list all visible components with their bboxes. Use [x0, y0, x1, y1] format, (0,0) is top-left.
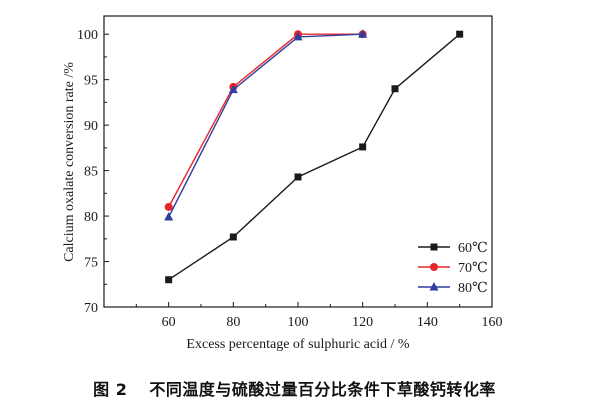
legend-entry-2: 70℃: [418, 261, 488, 276]
data-point: [229, 233, 237, 241]
data-point: [164, 202, 173, 211]
y-tick-label: 85: [84, 165, 98, 180]
figure-caption-text: 不同温度与硫酸过量百分比条件下草酸钙转化率: [149, 380, 496, 399]
data-point: [165, 276, 173, 284]
data-point: [228, 84, 238, 94]
chart-series-layer: [164, 29, 464, 284]
series-1: [165, 30, 464, 284]
figure-number: 图 2: [93, 380, 128, 399]
data-point: [164, 211, 174, 221]
series-line: [168, 33, 363, 218]
y-tick-label: 100: [77, 28, 98, 43]
x-axis-title: Excess percentage of sulphuric acid / %: [186, 337, 409, 352]
data-point: [293, 31, 303, 41]
x-tick-label: 120: [352, 315, 373, 330]
legend-label: 70℃: [458, 261, 488, 276]
y-tick-label: 70: [84, 301, 98, 316]
series-2: [164, 30, 367, 211]
series-3: [164, 29, 368, 221]
legend-entry-3: 80℃: [418, 281, 488, 296]
chart-legend: 60℃ 70℃ 80℃: [418, 241, 488, 296]
y-tick-label: 80: [84, 210, 98, 225]
x-tick-label: 60: [162, 315, 176, 330]
chart: 60 80 100 120 140 160 70 75 80 85 90 95 100 60℃ 70℃ 80…: [62, 15, 503, 352]
x-tick-label: 100: [288, 315, 309, 330]
data-point: [456, 30, 464, 38]
data-point: [391, 85, 399, 93]
legend-label: 80℃: [458, 281, 488, 296]
data-point: [294, 173, 302, 181]
legend-marker: [430, 263, 438, 271]
legend-marker: [429, 282, 439, 291]
series-line: [168, 33, 363, 208]
x-tick-label: 160: [482, 315, 503, 330]
y-tick-label: 75: [84, 256, 98, 271]
legend-entry-1: 60℃: [418, 241, 488, 256]
x-tick-label: 140: [417, 315, 438, 330]
y-tick-label: 90: [84, 119, 98, 134]
x-tick-label: 80: [226, 315, 240, 330]
figure-caption: 图 2 不同温度与硫酸过量百分比条件下草酸钙转化率: [0, 376, 589, 400]
data-point: [359, 143, 367, 151]
chart-axes: 60 80 100 120 140 160 70 75 80 85 90 95 100: [77, 15, 503, 330]
legend-marker: [430, 243, 438, 251]
y-axis-title: Calcium oxalate conversion rate /%: [62, 62, 77, 262]
y-tick-label: 95: [84, 74, 98, 89]
data-point: [358, 29, 368, 38]
legend-label: 60℃: [458, 241, 488, 256]
series-line: [168, 33, 461, 281]
